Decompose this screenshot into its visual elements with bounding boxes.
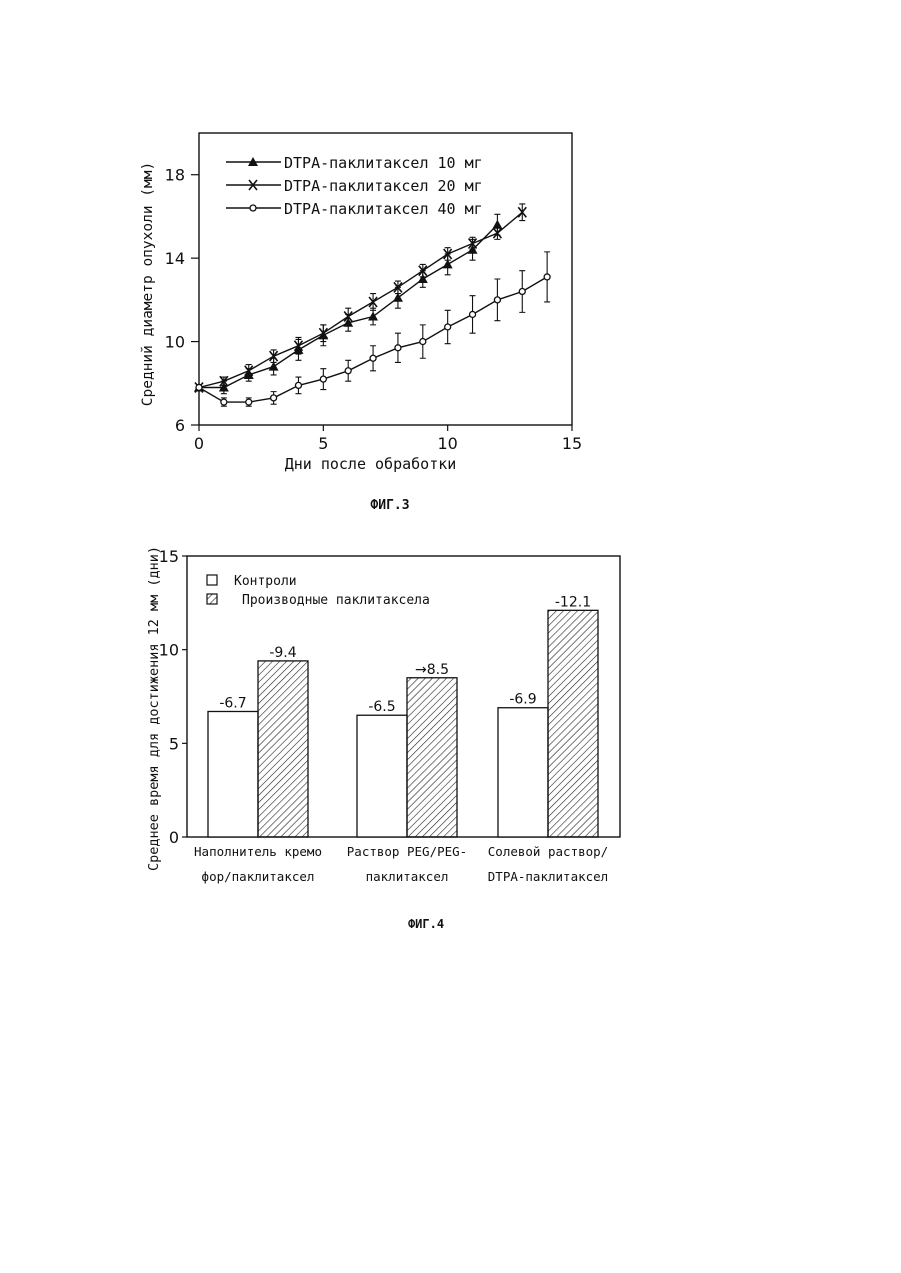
data-point <box>445 324 451 330</box>
legend: DTPA-паклитаксел 10 мг DTPA-паклитаксел 2… <box>226 154 483 218</box>
figures-canvas: 0 5 10 15 6 10 14 18 Дни после обработки Средний … <box>0 0 901 1273</box>
legend-label: DTPA-паклитаксел 10 мг <box>284 154 483 172</box>
data-point <box>295 382 301 388</box>
legend-swatch <box>207 594 217 604</box>
figure-4-bar-chart: 051015Среднее время для достижения 12 мм… <box>146 546 620 931</box>
legend-swatch <box>207 575 217 585</box>
legend-label: Контроли <box>234 574 297 589</box>
series-line <box>199 212 522 387</box>
bar-value-label: →8.5 <box>415 662 449 678</box>
y-tick-label: 18 <box>165 166 185 185</box>
x-tick-label: 10 <box>437 434 457 453</box>
data-point <box>221 399 227 405</box>
category-label: фор/паклитаксел <box>202 869 315 884</box>
data-point <box>470 311 476 317</box>
data-point <box>494 297 500 303</box>
x-axis-label: Дни после обработки <box>285 455 457 473</box>
bar-value-label: -12.1 <box>555 594 591 610</box>
bar-derivative <box>407 678 457 837</box>
data-point <box>544 274 550 280</box>
category-label: DTPA-паклитаксел <box>488 869 608 884</box>
data-point <box>519 289 525 295</box>
x-tick-label: 5 <box>318 434 328 453</box>
category-label: Солевой раствор/ <box>488 844 608 859</box>
data-point <box>420 339 426 345</box>
y-tick-label: 14 <box>165 249 185 268</box>
bar-derivative <box>548 610 598 837</box>
bar-group: -6.7 -9.4 Наполнитель кремо фор/паклитаксел <box>194 645 322 884</box>
bar-group: -6.5 →8.5 Раствор PEG/PEG-паклитаксел <box>347 662 467 884</box>
figure-caption: ФИГ.3 <box>370 498 409 513</box>
x-tick-label: 0 <box>194 434 204 453</box>
bar-value-label: -9.4 <box>269 645 296 661</box>
y-tick-label: 6 <box>175 416 185 435</box>
y-tick-label: 5 <box>169 734 179 753</box>
series-circle <box>196 252 550 406</box>
legend: Контроли Производные паклитаксела <box>207 574 430 608</box>
bar-value-label: -6.7 <box>219 695 246 711</box>
category-label: паклитаксел <box>366 869 449 884</box>
figure-caption: ФИГ.4 <box>408 917 444 931</box>
legend-marker <box>250 205 256 211</box>
data-point <box>345 368 351 374</box>
category-label: Раствор PEG/PEG- <box>347 844 467 859</box>
legend-label: Производные паклитаксела <box>242 593 430 608</box>
bar-control <box>208 711 258 837</box>
data-point <box>246 399 252 405</box>
legend-label: DTPA-паклитаксел 40 мг <box>284 200 483 218</box>
data-point <box>370 355 376 361</box>
y-tick-label: 10 <box>165 333 185 352</box>
data-point <box>271 395 277 401</box>
document-page: 0 5 10 15 6 10 14 18 Дни после обработки Средний … <box>0 0 901 1273</box>
y-axis-label: Средний диаметр опухоли (мм) <box>140 162 156 406</box>
y-axis-label: Среднее время для достижения 12 мм (дни) <box>146 546 162 871</box>
category-label: Наполнитель кремо <box>194 844 322 859</box>
data-point <box>395 345 401 351</box>
legend-label: DTPA-паклитаксел 20 мг <box>284 177 483 195</box>
bar-control <box>498 708 548 837</box>
y-tick-label: 0 <box>169 828 179 847</box>
figure-3-line-chart: 0 5 10 15 6 10 14 18 Дни после обработки Средний … <box>140 133 582 513</box>
bar-derivative <box>258 661 308 837</box>
bar-control <box>357 715 407 837</box>
x-tick-label: 15 <box>562 434 582 453</box>
bar-value-label: -6.5 <box>368 699 395 715</box>
bar-group: -6.9 -12.1 Солевой раствор/DTPA-паклитаксе… <box>488 594 608 884</box>
data-point <box>368 312 378 321</box>
data-point <box>320 376 326 382</box>
bar-value-label: -6.9 <box>509 692 536 708</box>
data-point <box>196 384 202 390</box>
